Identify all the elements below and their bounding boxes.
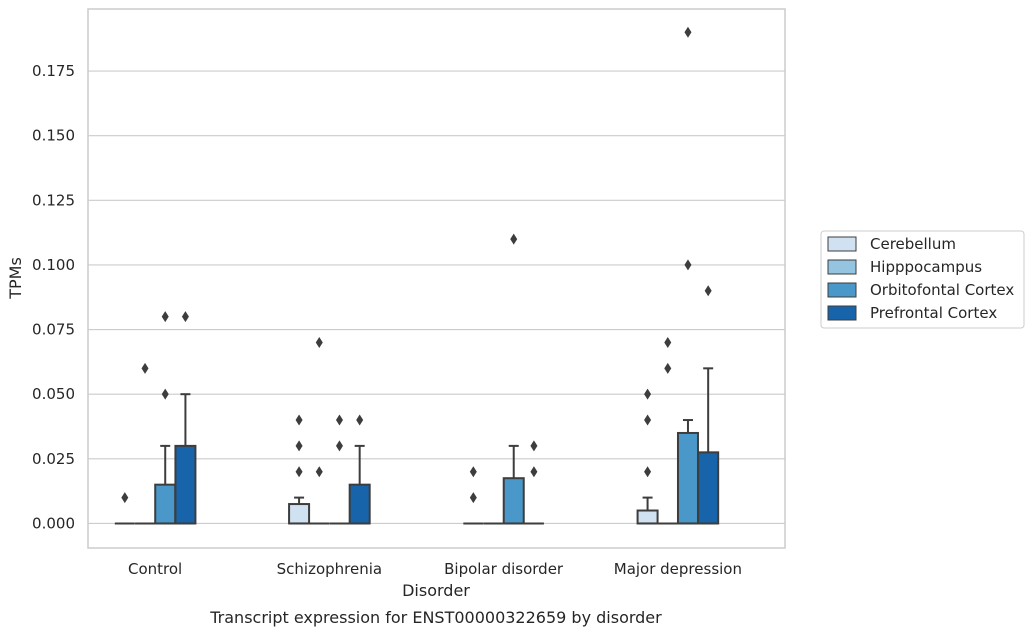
box-rect [288,503,311,525]
x-tick-label: Schizophrenia [277,560,382,578]
legend-frame [820,230,1025,329]
box-rect [154,483,177,525]
outlier-point [469,466,477,478]
outlier-point [295,440,303,452]
y-tick-label: 0.150 [32,127,75,145]
outlier-point [530,466,538,478]
outlier-point [664,362,672,374]
legend-swatch [827,259,857,275]
y-axis-label: TPMs [6,257,25,300]
box-rect [636,509,659,525]
outlier-point [141,362,149,374]
legend-label: Hipppocampus [870,258,982,276]
box-rect [174,444,197,525]
x-axis-label: Disorder [402,581,470,600]
y-tick-label: 0.075 [32,321,75,339]
outlier-point [510,233,518,245]
outlier-point [356,414,364,426]
outlier-point [644,388,652,400]
outlier-point [315,466,323,478]
outlier-point [684,26,692,38]
box-rect [676,431,699,525]
y-tick-label: 0.175 [32,62,75,80]
outlier-point [121,492,129,504]
box-rect [697,451,720,525]
y-tick-label: 0.125 [32,191,75,209]
box-rect [502,477,525,525]
chart-caption: Transcript expression for ENST0000032265… [209,608,662,627]
outlier-point [530,440,538,452]
legend-label: Prefrontal Cortex [870,304,997,322]
gridlines [88,70,785,525]
legend: Cerebellum Hipppocampus Orbitofontal Corte… [820,230,1025,329]
box-orbitofontal-cortex [502,444,525,525]
outlier-point [335,440,343,452]
x-tick-label: Major depression [614,560,742,578]
box-rect [348,483,371,525]
outlier-point [161,311,169,323]
outlier-point [161,388,169,400]
outlier-point [644,414,652,426]
outlier-point [315,336,323,348]
outlier-point [335,414,343,426]
y-tick-label: 0.100 [32,256,75,274]
box-orbitofontal-cortex [154,444,177,525]
y-tick-label: 0.050 [32,385,75,403]
outlier-point [644,466,652,478]
outlier-point [295,466,303,478]
legend-label: Cerebellum [870,235,956,253]
legend-swatch [827,305,857,321]
box-prefrontal-cortex [348,444,371,525]
x-tick-label: Bipolar disorder [444,560,564,578]
box-prefrontal-cortex [174,393,197,525]
box-cerebellum [288,496,311,525]
outlier-point [181,311,189,323]
outlier-point [469,492,477,504]
box-cerebellum [636,496,659,525]
y-tick-label: 0.025 [32,450,75,468]
y-axis-ticks: 0.000 0.025 0.050 0.075 0.100 0.125 0.150 0.175 [32,62,75,532]
outlier-point [664,336,672,348]
legend-label: Orbitofontal Cortex [870,281,1014,299]
y-tick-label: 0.000 [32,514,75,532]
plot-area-frame [87,8,786,549]
box-orbitofontal-cortex [676,419,699,525]
legend-swatch [827,236,857,252]
box-prefrontal-cortex [697,367,720,525]
x-axis-ticks: Control Schizophrenia Bipolar disorder Majo… [128,560,742,578]
boxes [114,367,720,525]
outlier-point [684,259,692,271]
legend-swatch [827,282,857,298]
outlier-point [704,285,712,297]
outliers [121,26,712,504]
x-tick-label: Control [128,560,182,578]
outlier-point [295,414,303,426]
